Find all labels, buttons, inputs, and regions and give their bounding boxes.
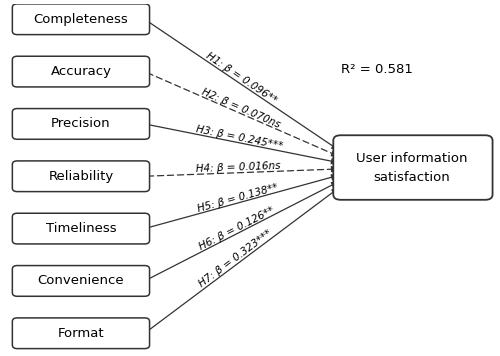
Text: H3: β = 0.245***: H3: β = 0.245***: [196, 124, 284, 151]
FancyBboxPatch shape: [12, 266, 149, 296]
Text: H4: β = 0.016ns: H4: β = 0.016ns: [196, 161, 281, 174]
Text: Accuracy: Accuracy: [50, 65, 112, 78]
Text: R² = 0.581: R² = 0.581: [342, 63, 413, 76]
FancyBboxPatch shape: [12, 56, 149, 87]
Text: H6: β = 0.126**: H6: β = 0.126**: [197, 205, 276, 252]
Text: Completeness: Completeness: [34, 13, 128, 26]
Text: H7: β = 0.323***: H7: β = 0.323***: [198, 228, 274, 289]
FancyBboxPatch shape: [12, 161, 149, 192]
Text: Convenience: Convenience: [38, 274, 124, 287]
Text: Precision: Precision: [51, 117, 111, 130]
Text: Format: Format: [58, 327, 104, 340]
FancyBboxPatch shape: [12, 109, 149, 139]
Text: H1: β = 0.096**: H1: β = 0.096**: [204, 51, 279, 106]
FancyBboxPatch shape: [12, 318, 149, 349]
FancyBboxPatch shape: [334, 135, 492, 200]
Text: H2: β = 0.070ns: H2: β = 0.070ns: [200, 87, 281, 130]
FancyBboxPatch shape: [12, 4, 149, 35]
Text: Reliability: Reliability: [48, 170, 114, 183]
Text: User information
satisfaction: User information satisfaction: [356, 152, 468, 184]
Text: H5: β = 0.138**: H5: β = 0.138**: [196, 182, 279, 214]
Text: Timeliness: Timeliness: [46, 222, 117, 235]
FancyBboxPatch shape: [12, 213, 149, 244]
